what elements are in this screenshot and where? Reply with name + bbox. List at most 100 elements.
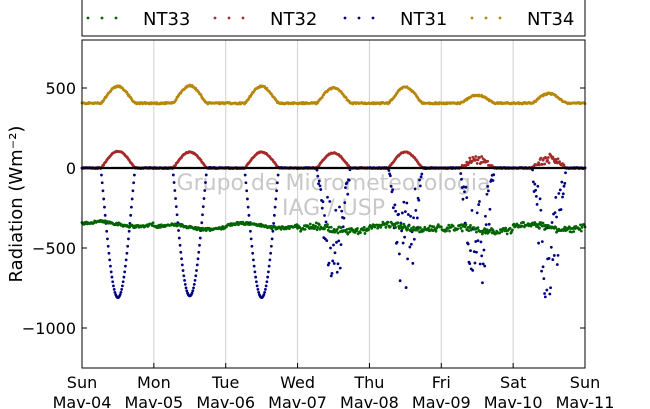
nt33-point <box>469 224 472 227</box>
nt33-point <box>329 225 333 229</box>
nt33-point <box>157 223 161 227</box>
nt31-point <box>255 280 258 284</box>
nt31-point <box>338 205 341 209</box>
nt31-point <box>177 236 181 240</box>
nt33-point <box>326 223 329 226</box>
x-tick-label-date: Mav-09 <box>412 393 471 409</box>
nt33-point <box>384 225 388 229</box>
nt32-point <box>478 156 481 160</box>
nt33-point <box>406 227 409 230</box>
nt31-point <box>182 274 186 278</box>
nt31-point <box>472 250 476 254</box>
nt31-point <box>538 197 542 201</box>
nt31-point <box>273 205 277 209</box>
nt31-point <box>323 214 326 217</box>
x-tick-label-day: Sat <box>500 373 526 392</box>
nt31-point <box>268 258 272 262</box>
nt31-point <box>173 189 177 192</box>
nt33-point <box>412 225 415 229</box>
nt32-point <box>544 156 548 160</box>
nt31-point <box>263 288 267 291</box>
nt33-point <box>418 226 422 230</box>
nt31-point <box>335 240 338 244</box>
nt31-point <box>471 269 475 272</box>
nt33-point <box>348 230 352 234</box>
nt33-point <box>579 223 582 227</box>
nt31-point <box>191 289 195 293</box>
nt33-point <box>460 229 464 233</box>
nt31-point <box>531 168 534 172</box>
nt31-point <box>339 243 343 247</box>
nt33-point <box>467 229 471 233</box>
nt31-point <box>461 197 465 201</box>
nt31-point <box>325 239 329 243</box>
nt31-point <box>479 240 483 244</box>
nt31-point <box>127 229 131 233</box>
nt32-point <box>476 158 480 162</box>
nt31-point <box>180 257 183 261</box>
nt33-point <box>363 232 367 235</box>
y-tick-label: 500 <box>45 79 76 98</box>
nt33-point <box>279 227 283 231</box>
nt31-point <box>109 264 112 268</box>
nt31-point <box>473 261 477 265</box>
nt31-point <box>196 257 200 261</box>
nt33-point <box>481 232 484 236</box>
nt31-point <box>397 212 401 216</box>
nt33-point <box>541 221 545 225</box>
nt31-point <box>391 188 395 192</box>
nt31-point <box>266 270 270 274</box>
nt31-point <box>409 242 413 246</box>
nt33-point <box>314 221 318 225</box>
nt31-point <box>474 240 478 243</box>
legend-marker <box>357 16 361 20</box>
nt31-point <box>177 229 180 232</box>
nt31-point <box>347 178 351 182</box>
nt32-point <box>467 161 471 164</box>
nt32-point <box>475 161 479 165</box>
nt31-point <box>460 177 463 181</box>
nt31-point <box>321 200 325 204</box>
x-tick-label-day: Thu <box>353 373 384 392</box>
nt31-point <box>540 240 544 243</box>
nt31-point <box>398 279 402 283</box>
nt31-point <box>418 184 422 188</box>
nt33-point <box>356 227 359 230</box>
nt33-point <box>325 225 329 229</box>
nt31-point <box>110 275 114 279</box>
nt31-point <box>328 200 332 203</box>
nt31-point <box>540 269 543 273</box>
nt31-point <box>119 290 123 294</box>
nt31-point <box>481 262 485 266</box>
nt31-point <box>179 250 183 254</box>
legend-marker <box>498 16 502 20</box>
nt31-point <box>121 280 125 284</box>
nt31-point <box>332 243 335 247</box>
nt31-point <box>556 253 560 257</box>
legend-marker <box>371 16 375 20</box>
nt31-point <box>560 180 564 184</box>
nt33-point <box>428 224 432 228</box>
nt31-point <box>484 214 487 218</box>
nt31-point <box>404 286 408 289</box>
x-tick-label-day: Sun <box>67 373 97 392</box>
nt33-point <box>498 231 502 235</box>
nt33-point <box>445 229 448 233</box>
nt31-point <box>557 192 561 195</box>
nt33-point <box>468 226 472 229</box>
nt31-point <box>112 284 115 288</box>
nt32-point <box>558 160 561 164</box>
nt31-point <box>124 258 128 262</box>
nt33-point <box>317 223 321 227</box>
nt31-point <box>485 192 489 196</box>
nt33-point <box>386 220 390 224</box>
nt33-point <box>537 223 540 226</box>
nt33-point <box>459 226 463 230</box>
nt31-point <box>120 288 124 291</box>
nt31-point <box>478 262 482 266</box>
nt31-point <box>201 205 205 209</box>
nt31-point <box>100 173 103 177</box>
nt33-point <box>327 226 331 229</box>
nt31-point <box>127 237 130 241</box>
nt31-point <box>562 184 566 188</box>
